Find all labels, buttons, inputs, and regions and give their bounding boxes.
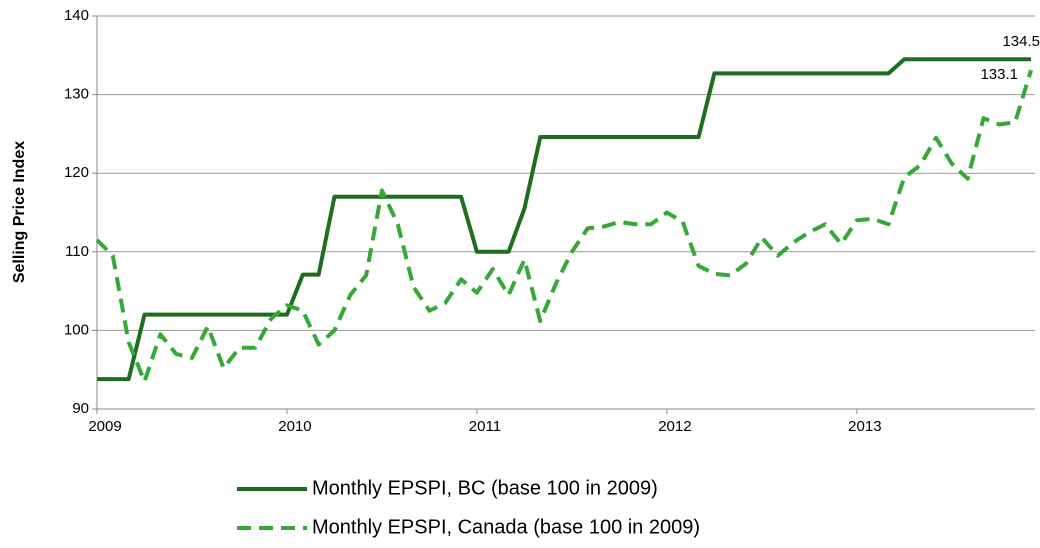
x-tick-label: 2010 — [278, 418, 311, 435]
y-tick-label: 110 — [65, 243, 89, 260]
legend-label: Monthly EPSPI, BC (base 100 in 2009) — [312, 477, 658, 499]
data-label: 133.1 — [980, 66, 1018, 83]
y-tick-label: 120 — [64, 164, 89, 181]
x-tick-label: 2009 — [88, 418, 121, 435]
x-tick-label: 2011 — [469, 418, 501, 435]
x-tick-label: 2012 — [658, 418, 691, 435]
y-tick-label: 90 — [72, 400, 89, 417]
y-axis-label: Selling Price Index — [11, 141, 28, 283]
y-tick-label: 130 — [64, 86, 89, 103]
legend-label: Monthly EPSPI, Canada (base 100 in 2009) — [312, 516, 700, 538]
data-label: 134.5 — [1002, 33, 1040, 50]
y-tick-label: 140 — [64, 7, 89, 24]
y-tick-label: 100 — [64, 321, 89, 338]
x-tick-label: 2013 — [848, 418, 881, 435]
series-line — [97, 57, 1031, 382]
series-line — [95, 69, 1033, 384]
